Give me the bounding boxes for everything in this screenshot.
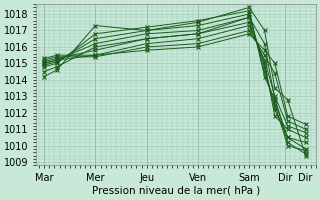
X-axis label: Pression niveau de la mer( hPa ): Pression niveau de la mer( hPa ) (92, 186, 260, 196)
Text: Dir: Dir (298, 173, 313, 183)
